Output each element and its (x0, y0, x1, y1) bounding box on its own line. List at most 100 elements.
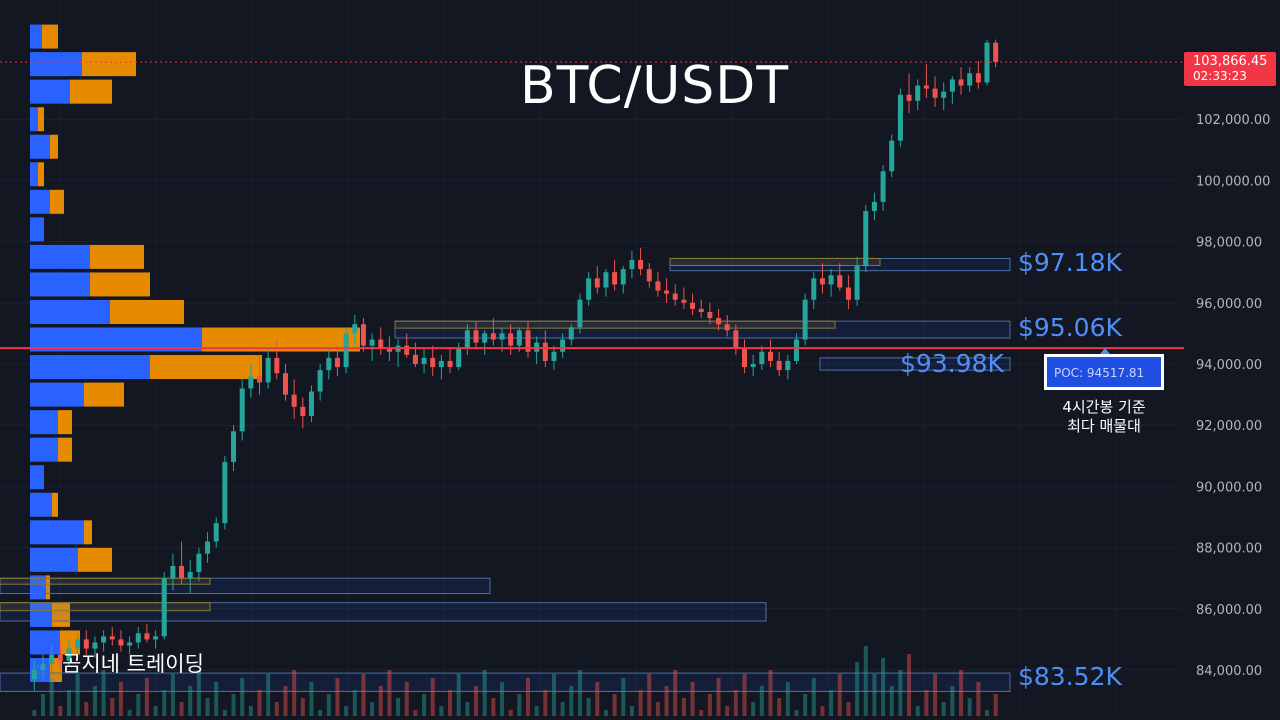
candle-body (222, 461, 228, 524)
candle-body (984, 42, 990, 83)
vp-sell-bar (46, 575, 50, 600)
volume-bar (820, 706, 825, 716)
candle-body (698, 308, 704, 312)
candle-body (767, 351, 773, 361)
vp-buy-bar (30, 299, 110, 324)
vp-buy-bar (30, 217, 44, 242)
vp-buy-bar (30, 52, 82, 77)
volume-bar (231, 694, 236, 716)
volume-bar (933, 674, 938, 716)
volume-bar (638, 690, 643, 716)
candle-body (949, 79, 955, 92)
volume-bar (967, 698, 972, 716)
volume-bar (430, 678, 435, 716)
candle-body (308, 391, 314, 417)
candle-body (819, 278, 825, 285)
volume-bar (404, 682, 409, 716)
volume-bar (144, 678, 149, 716)
vp-buy-bar (30, 547, 78, 572)
volume-bar (370, 702, 375, 716)
candle-body (369, 339, 375, 346)
candle-body (464, 330, 470, 349)
candle-body (187, 572, 193, 579)
y-tick-label: 100,000.00 (1196, 174, 1270, 189)
volume-bar (621, 678, 626, 716)
candle-body (326, 357, 332, 371)
candle-countdown: 02:33:23 (1193, 69, 1247, 83)
volume-bar (344, 706, 349, 716)
candle-body (620, 269, 626, 285)
candle-body (603, 272, 609, 288)
candle-body (646, 269, 652, 282)
volume-bar (829, 690, 834, 716)
candle-body (724, 324, 730, 331)
volume-bar (959, 670, 964, 716)
volume-bar (603, 710, 608, 716)
vp-sell-bar (50, 189, 64, 214)
volume-bar (907, 654, 912, 716)
volume-bar (266, 674, 271, 716)
vp-sell-bar (42, 24, 58, 49)
candle-body (690, 302, 696, 309)
candle-body (975, 73, 981, 83)
candle-body (759, 351, 765, 364)
volume-bar (803, 694, 808, 716)
vp-sell-bar (78, 547, 112, 572)
volume-bar (846, 702, 851, 716)
candle-body (386, 348, 392, 352)
candle-body (716, 318, 722, 325)
volume-bar (664, 686, 669, 716)
y-tick-label: 88,000.00 (1196, 542, 1262, 557)
vp-sell-bar (50, 658, 62, 682)
zone-label-95k: $95.06K (1018, 313, 1122, 342)
candle-body (923, 85, 929, 89)
candle-body (135, 633, 141, 643)
candle-body (828, 275, 834, 285)
candle-body (101, 636, 107, 643)
y-tick-label: 86,000.00 (1196, 603, 1262, 618)
volume-bar (681, 698, 686, 716)
candle-body (274, 357, 280, 374)
volume-bar (699, 710, 704, 716)
vp-buy-bar (30, 437, 58, 462)
volume-bar (66, 690, 71, 716)
candle-body (672, 293, 678, 300)
candle-body (906, 94, 912, 101)
zone-label-97k: $97.18K (1018, 248, 1122, 277)
poc-label: POC: 94517.81 (1054, 366, 1145, 380)
sr-zone (0, 577, 491, 595)
volume-bar (950, 686, 955, 716)
zone-label-94k: $93.98K (900, 349, 1004, 378)
candle-body (282, 373, 288, 395)
volume-bar (976, 682, 981, 716)
candle-body (49, 654, 55, 664)
volume-bar (248, 706, 253, 716)
volume-bar (456, 674, 461, 716)
candle-body (612, 272, 618, 285)
candle-body (568, 327, 574, 340)
volume-bar (274, 702, 279, 716)
candle-body (811, 278, 817, 300)
vp-sell-bar (84, 520, 92, 545)
volume-bar (361, 674, 366, 716)
vp-buy-bar (30, 24, 42, 49)
volume-bar (214, 682, 219, 716)
candle-body (248, 376, 254, 389)
candle-body (92, 642, 98, 649)
candle-body (750, 364, 756, 368)
vp-buy-bar (30, 272, 90, 297)
volume-bar (863, 646, 868, 716)
candle-body (118, 639, 124, 646)
volume-bar (534, 706, 539, 716)
volume-bar (179, 702, 184, 716)
volume-bar (188, 686, 193, 716)
y-tick-label: 90,000.00 (1196, 480, 1262, 495)
vp-buy-bar (30, 355, 150, 380)
volume-bar (283, 686, 288, 716)
y-tick-label: 98,000.00 (1196, 236, 1262, 251)
volume-bar (629, 706, 634, 716)
vp-sell-bar (58, 437, 72, 462)
vp-buy-bar (30, 107, 38, 132)
